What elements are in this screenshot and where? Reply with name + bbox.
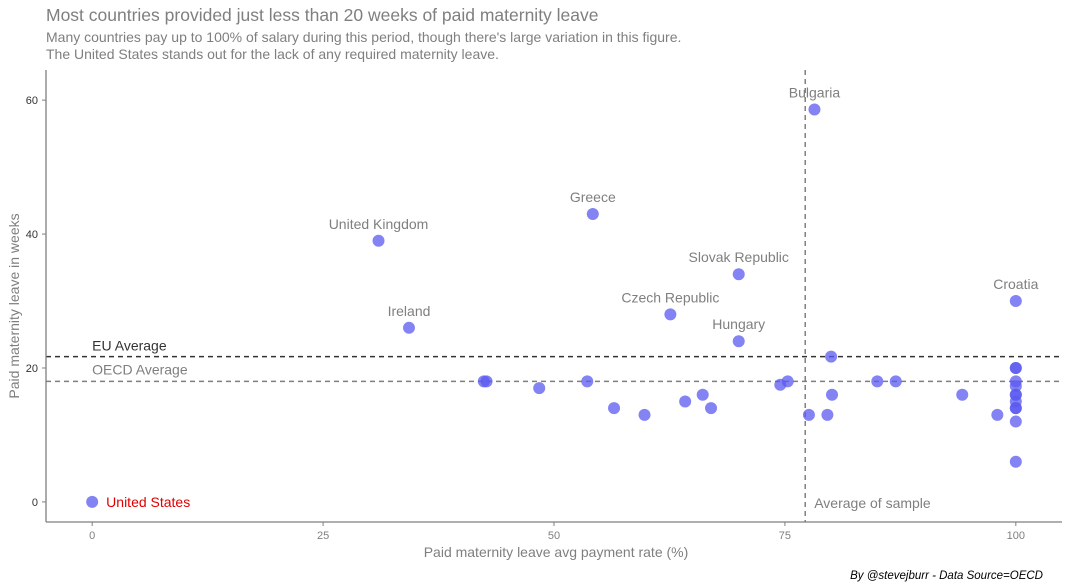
axes: Paid maternity leave avg payment rate (%… xyxy=(6,70,1062,560)
data-point xyxy=(1009,361,1022,374)
x-tick-label: 100 xyxy=(1007,530,1025,542)
x-tick-label: 25 xyxy=(317,530,329,542)
x-axis-title: Paid maternity leave avg payment rate (%… xyxy=(424,544,689,560)
data-point xyxy=(871,375,884,388)
data-point xyxy=(581,375,594,388)
data-point-united-kingdom xyxy=(372,234,385,247)
point-label-croatia: Croatia xyxy=(993,276,1038,292)
point-label-ireland: Ireland xyxy=(388,303,431,319)
data-point xyxy=(696,388,709,401)
data-point-hungary xyxy=(732,335,745,348)
data-point xyxy=(638,408,651,421)
data-point-united-states xyxy=(86,495,99,508)
data-point xyxy=(679,395,692,408)
data-point xyxy=(480,375,493,388)
eu-average-label: EU Average xyxy=(92,338,167,354)
data-point-bulgaria xyxy=(808,103,821,116)
point-label-united-states: United States xyxy=(106,494,190,510)
point-label-bulgaria: Bulgaria xyxy=(789,85,841,101)
data-point xyxy=(1009,402,1022,415)
data-point-ireland xyxy=(402,321,415,334)
chart-subtitle-line-2: The United States stands out for the lac… xyxy=(46,46,499,62)
y-tick-label: 20 xyxy=(26,363,38,375)
oecd-average-label: OECD Average xyxy=(92,361,188,377)
data-points xyxy=(86,103,1022,508)
data-point-greece xyxy=(586,207,599,220)
data-point xyxy=(889,375,902,388)
point-label-slovak-republic: Slovak Republic xyxy=(689,249,789,265)
reference-lines: EU Average OECD Average Average of sample xyxy=(46,70,1062,522)
data-point xyxy=(781,375,794,388)
data-point xyxy=(825,350,838,363)
chart-subtitle-line-1: Many countries pay up to 100% of salary … xyxy=(46,29,682,45)
data-point xyxy=(533,382,546,395)
data-point-czech-republic xyxy=(664,308,677,321)
data-point xyxy=(705,402,718,415)
data-point xyxy=(802,408,815,421)
point-label-greece: Greece xyxy=(570,189,616,205)
x-tick-label: 0 xyxy=(89,530,95,542)
x-tick-label: 50 xyxy=(548,530,560,542)
data-point-croatia xyxy=(1009,295,1022,308)
point-labels: United States Bulgaria Greece United Kingdo… xyxy=(106,85,1038,510)
data-point-slovak-republic xyxy=(732,268,745,281)
data-point xyxy=(991,408,1004,421)
point-label-czech-republic: Czech Republic xyxy=(621,289,719,305)
x-tick-label: 75 xyxy=(779,530,791,542)
y-tick-label: 40 xyxy=(26,229,38,241)
data-point xyxy=(821,408,834,421)
data-point xyxy=(608,402,621,415)
point-label-hungary: Hungary xyxy=(712,316,765,332)
data-point xyxy=(1009,455,1022,468)
point-label-united-kingdom: United Kingdom xyxy=(329,216,429,232)
data-point xyxy=(956,388,969,401)
data-point xyxy=(826,388,839,401)
y-axis-title: Paid maternity leave in weeks xyxy=(6,213,22,398)
y-tick-label: 60 xyxy=(26,95,38,107)
data-point xyxy=(1009,380,1022,393)
data-point xyxy=(1009,415,1022,428)
chart-title: Most countries provided just less than 2… xyxy=(46,5,599,25)
source-caption: By @stevejburr - Data Source=OECD xyxy=(850,570,1043,582)
y-tick-label: 0 xyxy=(32,497,38,509)
sample-average-label: Average of sample xyxy=(814,495,931,511)
